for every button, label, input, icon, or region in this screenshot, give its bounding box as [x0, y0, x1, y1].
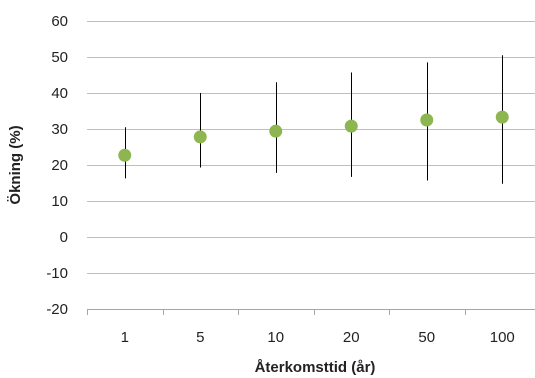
x-tick-label: 10	[267, 329, 284, 346]
data-point	[269, 124, 283, 138]
y-tick-label: -10	[46, 265, 68, 282]
y-tick-label: -20	[46, 301, 68, 318]
data-point	[420, 113, 434, 127]
x-tick-label: 1	[121, 329, 129, 346]
data-point	[495, 110, 509, 124]
x-tick-label: 20	[343, 329, 360, 346]
gridlines	[87, 21, 535, 310]
x-tick-label: 100	[490, 329, 515, 346]
data-point	[344, 119, 358, 133]
x-axis-title: Återkomsttid (år)	[255, 359, 376, 376]
y-axis-title: Ökning (%)	[7, 125, 24, 204]
y-tick-labels: -20 -10 0 10 20 30 40 50 60	[46, 13, 68, 318]
y-tick-label: 20	[51, 157, 68, 174]
data-points	[118, 110, 509, 162]
data-point	[193, 130, 207, 144]
x-tick-label: 50	[418, 329, 435, 346]
y-tick-label: 50	[51, 49, 68, 66]
x-tick-label: 5	[196, 329, 204, 346]
y-tick-label: 40	[51, 85, 68, 102]
x-axis	[87, 309, 466, 315]
data-point	[118, 148, 132, 162]
error-bars	[125, 55, 503, 184]
y-tick-label: 10	[51, 193, 68, 210]
y-tick-label: 30	[51, 121, 68, 138]
y-tick-label: 60	[51, 13, 68, 30]
y-tick-label: 0	[60, 229, 68, 246]
x-tick-labels: 1 5 10 20 50 100	[121, 329, 515, 346]
